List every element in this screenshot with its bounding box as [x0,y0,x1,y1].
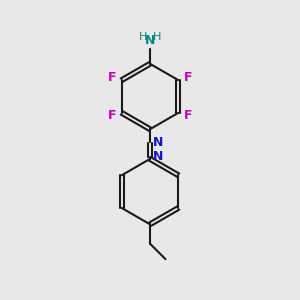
Text: N: N [145,34,155,47]
Text: H: H [153,32,162,41]
Text: H: H [138,32,147,41]
Text: F: F [184,109,192,122]
Text: N: N [153,150,164,163]
Text: F: F [108,71,116,84]
Text: F: F [108,109,116,122]
Text: N: N [153,136,164,149]
Text: F: F [184,71,192,84]
